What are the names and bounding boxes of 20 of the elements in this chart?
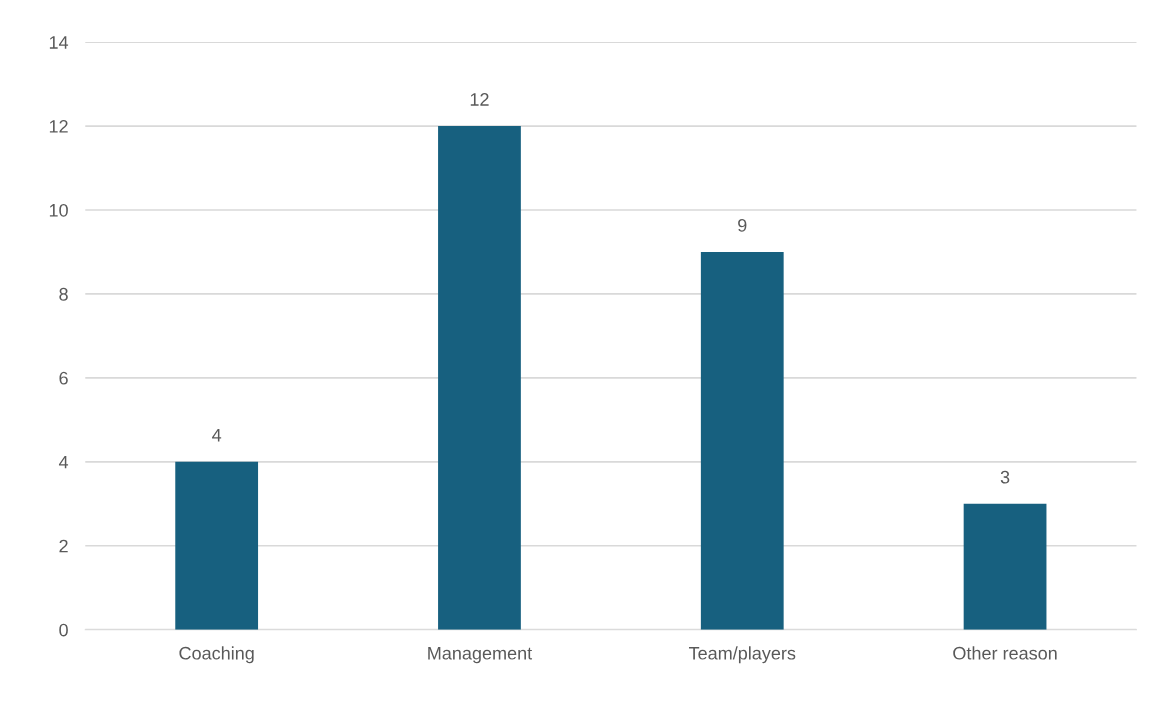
data-label: 3: [1000, 470, 1010, 484]
x-tick-label: Coaching: [179, 646, 254, 664]
y-tick-label: 6: [59, 371, 68, 385]
x-tick-label: Other reason: [953, 646, 1057, 660]
data-label: 9: [738, 218, 747, 232]
y-tick-label: 12: [49, 119, 68, 133]
y-tick-label: 0: [59, 623, 68, 637]
bar: [438, 126, 521, 630]
x-tick-label: Management: [428, 647, 533, 664]
bar: [175, 461, 259, 630]
x-tick-label: Team/players: [688, 646, 796, 664]
bar: [963, 503, 1047, 630]
y-tick-label: 10: [49, 203, 68, 217]
y-tick-label: 2: [59, 539, 68, 553]
y-tick-label: 4: [58, 455, 69, 469]
bar: [700, 251, 784, 630]
y-tick-label: 8: [59, 287, 68, 301]
y-tick-label: 14: [49, 36, 69, 49]
data-label: 4: [212, 428, 222, 442]
data-label: 12: [470, 93, 489, 106]
